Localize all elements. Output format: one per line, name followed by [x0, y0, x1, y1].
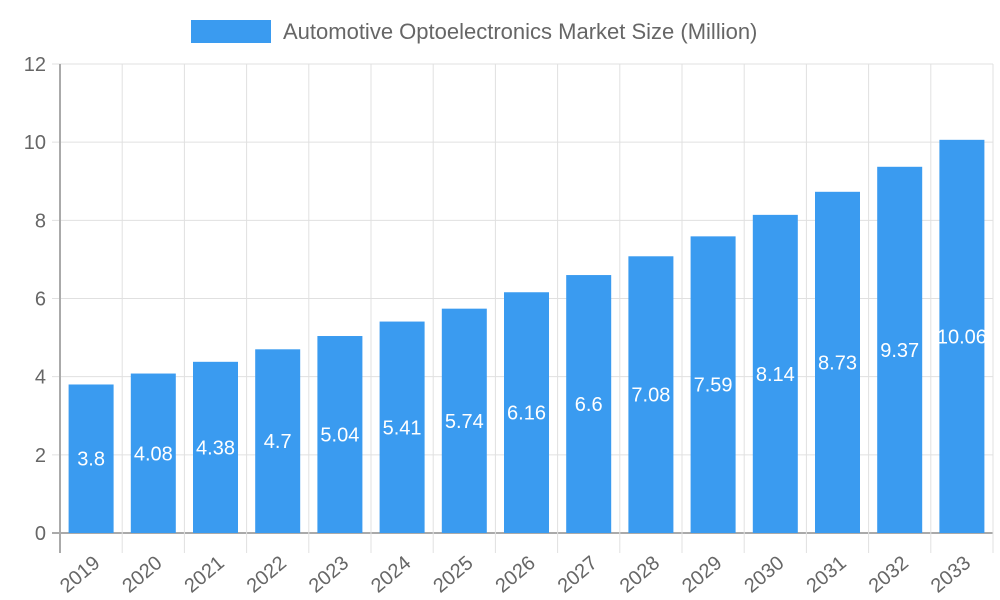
data-label: 4.38: [196, 437, 235, 459]
data-label: 6.16: [507, 403, 546, 425]
bar: [441, 308, 487, 533]
data-label: 6.6: [575, 394, 603, 416]
grid: [52, 63, 994, 553]
data-label: 5.04: [320, 425, 359, 447]
bar: [877, 166, 923, 533]
x-tick-label: 2022: [243, 552, 291, 597]
x-tick-label: 2030: [740, 552, 788, 597]
data-label: 4.7: [264, 431, 292, 453]
data-label: 10.06: [937, 326, 987, 348]
x-tick-label: 2033: [927, 552, 975, 597]
y-tick-label: 12: [24, 54, 46, 76]
x-tick-label: 2025: [429, 552, 477, 597]
bar: [68, 384, 114, 533]
bar: [690, 236, 736, 534]
bar: [504, 292, 549, 533]
bar: [939, 139, 985, 534]
y-tick-label: 2: [35, 445, 46, 467]
x-tick-label: 2024: [367, 552, 415, 597]
x-tick-label: 2019: [56, 552, 104, 597]
x-tick-label: 2026: [491, 552, 539, 597]
bar: [815, 191, 860, 534]
data-label: 4.08: [134, 443, 173, 465]
data-label: 7.59: [694, 375, 733, 397]
x-tick-label: 2023: [305, 552, 353, 597]
legend-label: Automotive Optoelectronics Market Size (…: [283, 19, 757, 44]
bar: [566, 275, 612, 533]
x-tick-label: 2029: [678, 552, 726, 597]
bar: [130, 373, 176, 533]
legend-swatch: [191, 20, 271, 43]
bars: 3.8 4.08 4.38 4.7 5.04 5.41 5.74 6.16 6.6 7.08 7.5…: [68, 139, 987, 534]
x-tick-label: 2031: [802, 552, 850, 597]
data-label: 8.14: [756, 364, 795, 386]
bar: [752, 214, 798, 533]
y-tick-label: 0: [35, 523, 46, 545]
data-label: 5.41: [383, 417, 422, 439]
data-label: 8.73: [818, 352, 857, 374]
x-tick-label: 2032: [865, 552, 913, 597]
data-label: 9.37: [880, 340, 919, 362]
data-label: 3.8: [77, 449, 105, 471]
bar: [628, 256, 674, 533]
bar: [379, 321, 425, 533]
x-tick-label: 2028: [616, 552, 664, 597]
bar: [317, 336, 363, 533]
y-tick-label: 10: [24, 132, 46, 154]
x-tick-label: 2027: [554, 552, 602, 597]
bar: [255, 349, 301, 533]
legend[interactable]: Automotive Optoelectronics Market Size (…: [191, 19, 757, 44]
x-tick-label: 2020: [118, 552, 166, 597]
bar: [193, 361, 238, 533]
y-tick-label: 8: [35, 210, 46, 232]
y-tick-label: 4: [35, 367, 46, 389]
y-tick-label: 6: [35, 289, 46, 311]
data-label: 5.74: [445, 411, 484, 433]
x-tick-label: 2021: [180, 552, 228, 597]
data-label: 7.08: [631, 385, 670, 407]
